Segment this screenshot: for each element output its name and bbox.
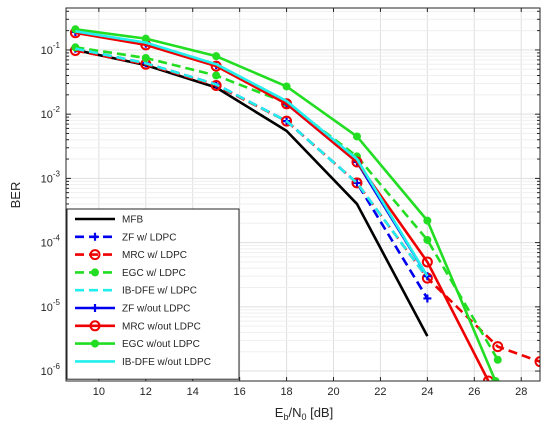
series-marker [282,82,291,91]
series-marker [492,341,504,353]
series-ib-dfe-w-ldpc [75,47,429,279]
series-egc-w-out-ldpc [71,25,500,381]
legend-label: ZF w/out LDPC [122,304,190,315]
legend-entry: EGC w/ LDPC [75,268,186,279]
series-line [75,30,429,277]
x-label-unit: [dB] [306,405,333,420]
series-marker [281,115,293,127]
y-tick-exponent: -1 [53,41,61,50]
y-tick-exponent: -6 [53,362,61,371]
y-tick-label: 10-1 [41,41,61,57]
y-tick-label: 10-5 [41,298,61,314]
series-ib-dfe-w-out-ldpc [75,30,429,277]
series-marker [421,256,433,268]
legend-marker-sample [89,249,101,261]
y-tick-exponent: -3 [53,169,61,178]
plot-frame [65,7,541,382]
series-marker [534,356,540,368]
x-label-sub-0: 0 [301,412,306,422]
legend-label: EGC w/ LDPC [122,268,186,279]
series-line [75,47,429,279]
x-tick-label: 16 [234,386,246,398]
legend-label: EGC w/out LDPC [122,339,200,350]
series-marker [352,132,361,141]
legend-entry: ZF w/ LDPC [75,232,176,243]
series-marker [491,377,500,381]
legend-label: MRC w/out LDPC [122,321,201,332]
x-tick-label: 18 [280,386,292,398]
x-axis-label: Eb/N0 [dB] [275,405,333,422]
legend-entry: EGC w/out LDPC [75,339,200,350]
y-tick-label: 10-2 [41,105,61,121]
series-marker [423,216,432,225]
y-tick-base: 10 [41,109,53,121]
series-layer [69,25,540,381]
legend-label: ZF w/ LDPC [122,232,176,243]
x-label-e: E [275,405,284,420]
legend-label: IB-DFE w/ LDPC [122,286,197,297]
legend-label: MFB [122,215,143,226]
series-marker [423,294,432,303]
legend-marker-sample [89,320,101,332]
y-tick-label: 10-4 [41,234,61,250]
series-marker [210,79,222,91]
y-tick-label: 10-3 [41,169,61,185]
legend-marker-sample [91,304,99,312]
x-tick-label: 20 [327,386,339,398]
y-axis-label: BER [8,182,23,209]
series-marker [352,178,361,187]
x-tick-label: 10 [93,386,105,398]
x-tick-label: 12 [140,386,152,398]
y-tick-exponent: -2 [53,105,61,114]
series-marker [493,355,502,364]
legend-entry: MRC w/ LDPC [75,249,187,261]
series-marker [212,71,221,80]
legend-marker-sample [91,268,99,277]
series-marker [351,177,363,189]
series-line [75,31,490,381]
legend-marker-sample [91,232,99,241]
x-tick-label: 26 [468,386,480,398]
y-tick-exponent: -5 [53,298,61,307]
x-tick-label: 28 [515,386,527,398]
x-tick-label: 24 [421,386,433,398]
legend-entry: IB-DFE w/out LDPC [75,357,211,368]
y-tick-base: 10 [41,238,53,250]
y-tick-base: 10 [41,302,53,314]
legend: MFB ZF w/ LDPC MRC w/ LDPC EGC w/ LDPC IB-DF… [66,208,240,380]
series-marker [482,375,494,381]
legend-entry: IB-DFE w/ LDPC [75,286,197,297]
series-marker [141,53,150,62]
legend-label: MRC w/ LDPC [122,250,187,261]
series-marker [423,235,432,244]
legend-marker-sample [91,339,99,348]
y-tick-base: 10 [41,45,53,57]
legend-entry: MFB [75,215,143,226]
series-marker [141,34,150,43]
legend-label: IB-DFE w/out LDPC [122,357,211,368]
legend-entry: ZF w/out LDPC [75,304,190,315]
y-tick-exponent: -4 [53,234,61,243]
x-tick-label: 14 [187,386,199,398]
x-tick-label: 22 [374,386,386,398]
series-marker [212,52,221,61]
legend-entry: MRC w/out LDPC [75,320,201,332]
y-tick-base: 10 [41,366,53,378]
x-label-n: /N [288,405,301,420]
y-tick-label: 10-6 [41,362,61,378]
x-label-sub-b: b [283,412,288,422]
y-tick-base: 10 [41,173,53,185]
